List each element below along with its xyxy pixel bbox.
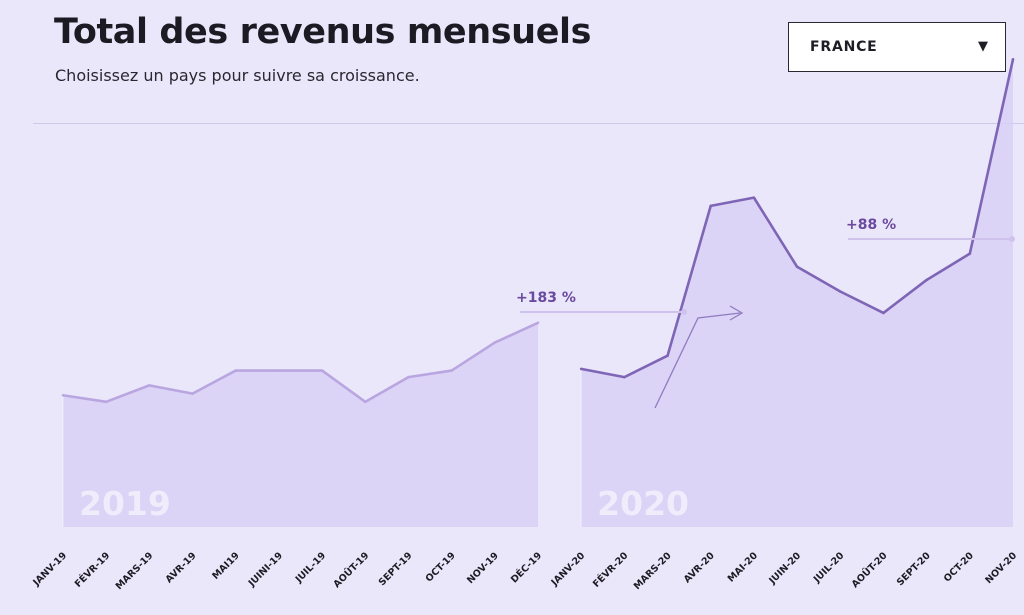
x-tick-label: AVR-20 xyxy=(682,550,717,585)
data-point xyxy=(363,400,367,404)
x-tick-label: FÉVR-19 xyxy=(72,550,112,590)
x-tick-label: MAI-20 xyxy=(726,550,761,585)
data-point xyxy=(666,354,669,358)
page-title: Total des revenus mensuels xyxy=(54,12,592,52)
data-point xyxy=(579,367,583,371)
x-tick-label: JUIN-20 xyxy=(767,550,804,587)
data-point xyxy=(277,369,281,372)
data-point xyxy=(882,311,885,315)
data-point xyxy=(623,375,626,379)
data-point xyxy=(536,321,540,325)
year-label-2020: 2020 xyxy=(597,484,689,523)
data-point xyxy=(925,278,928,282)
annotation-dot-1 xyxy=(681,309,687,315)
data-point xyxy=(104,400,108,404)
area-2019 xyxy=(63,322,538,527)
page-subtitle: Choisissez un pays pour suivre sa croiss… xyxy=(55,66,420,85)
x-tick-label: NOV-20 xyxy=(983,550,1019,586)
x-tick-label: OCT-19 xyxy=(424,550,458,584)
x-tick-label: JUIL-19 xyxy=(293,550,328,585)
x-tick-label: SEPT-20 xyxy=(895,550,933,588)
data-point xyxy=(709,204,713,208)
caret-down-icon: ▼ xyxy=(978,39,988,54)
data-point xyxy=(234,369,238,372)
country-select-value: FRANCE xyxy=(810,39,878,55)
x-tick-label: DÉC-19 xyxy=(508,550,544,586)
data-point xyxy=(838,290,842,293)
area-2020 xyxy=(581,59,1013,527)
country-select[interactable]: FRANCE ▼ xyxy=(788,22,1006,72)
data-point xyxy=(450,369,453,372)
x-tick-label: MAI19 xyxy=(210,550,242,582)
data-point xyxy=(752,196,756,199)
x-tick-label: FÉVR-20 xyxy=(590,549,630,589)
annotation-arrowhead-1 xyxy=(729,305,744,321)
x-tick-label: JUINI-19 xyxy=(246,550,285,589)
x-tick-label: AVR-19 xyxy=(164,550,199,585)
annotation-dot-2 xyxy=(1009,236,1015,242)
x-tick-label: AOÛT-20 xyxy=(849,549,890,590)
data-point xyxy=(320,369,324,372)
x-tick-label: OCT-20 xyxy=(942,550,976,584)
x-tick-label: MARS-19 xyxy=(114,550,156,592)
annotation-arrow-1 xyxy=(654,312,741,409)
data-point xyxy=(191,392,194,395)
data-point xyxy=(148,384,151,387)
year-label-2019: 2019 xyxy=(79,484,171,523)
x-tick-label: SEPT-19 xyxy=(377,550,415,588)
series-line-2019 xyxy=(62,321,539,404)
x-tick-label: MARS-20 xyxy=(632,550,674,592)
data-point xyxy=(61,393,65,397)
data-point xyxy=(1011,57,1015,61)
annotation-label-2: +88 % xyxy=(846,217,896,233)
x-tick-label: NOV-19 xyxy=(465,550,501,586)
data-point xyxy=(407,375,410,379)
annotation-label-1: +183 % xyxy=(516,290,576,306)
header-divider xyxy=(33,123,1024,124)
x-tick-label: JANV-20 xyxy=(549,550,588,589)
x-tick-label: AOÛT-19 xyxy=(331,550,372,591)
data-point xyxy=(493,341,497,344)
x-tick-label: JUIL-20 xyxy=(811,550,847,586)
x-tick-label: JANV-19 xyxy=(30,550,69,589)
data-point xyxy=(968,252,972,255)
data-point xyxy=(795,265,799,269)
